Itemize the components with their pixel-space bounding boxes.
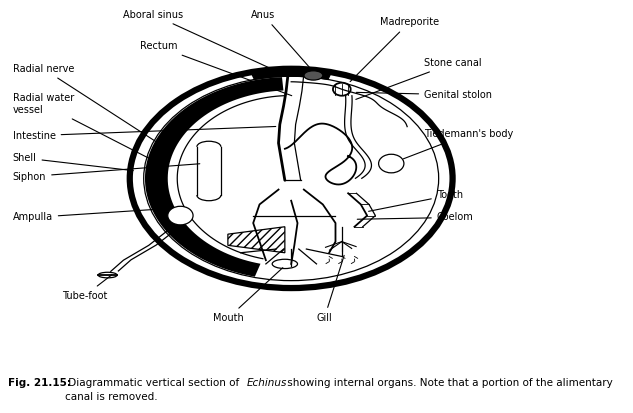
Text: Anus: Anus <box>251 10 311 70</box>
Text: canal is removed.: canal is removed. <box>65 392 158 402</box>
Text: Madreporite: Madreporite <box>350 17 439 82</box>
Text: Coelom: Coelom <box>357 212 473 223</box>
Ellipse shape <box>379 154 404 173</box>
Text: Radial water
vessel: Radial water vessel <box>13 93 164 166</box>
Text: Intestine: Intestine <box>13 126 276 141</box>
Text: Tooth: Tooth <box>368 190 463 211</box>
Text: Fig. 21.15:: Fig. 21.15: <box>8 378 71 388</box>
Ellipse shape <box>168 206 193 225</box>
Text: showing internal organs. Note that a portion of the alimentary: showing internal organs. Note that a por… <box>284 378 613 388</box>
Text: Tiedemann's body: Tiedemann's body <box>403 129 513 159</box>
Text: Aboral sinus: Aboral sinus <box>123 10 273 69</box>
Polygon shape <box>251 69 331 79</box>
Text: Rectum: Rectum <box>140 41 292 96</box>
Text: Echinus: Echinus <box>247 378 287 388</box>
Text: Mouth: Mouth <box>213 268 283 323</box>
Text: Tube-foot: Tube-foot <box>62 275 112 301</box>
Ellipse shape <box>144 76 438 280</box>
Polygon shape <box>228 227 285 253</box>
Text: Radial nerve: Radial nerve <box>13 64 156 142</box>
Text: Shell: Shell <box>13 153 134 171</box>
Text: Gill: Gill <box>316 255 344 323</box>
Text: Siphon: Siphon <box>13 164 200 182</box>
Text: Genital stolon: Genital stolon <box>356 90 492 100</box>
Text: Ampulla: Ampulla <box>13 208 172 223</box>
Polygon shape <box>145 77 284 277</box>
Text: Stone canal: Stone canal <box>356 58 482 100</box>
Ellipse shape <box>304 71 323 80</box>
Text: Diagrammatic vertical section of: Diagrammatic vertical section of <box>65 378 242 388</box>
